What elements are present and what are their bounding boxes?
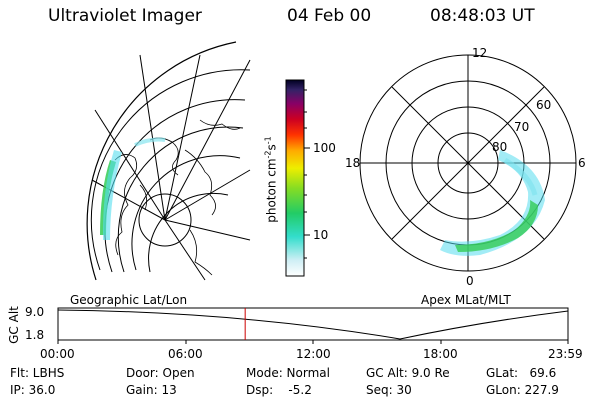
status-gain: Gain: 13	[126, 383, 177, 397]
altitude-plot	[57, 307, 569, 344]
colorbar-tick-10: 10	[313, 228, 329, 242]
mlat-label-60: 60	[536, 98, 552, 112]
mlt-label-0: 0	[466, 274, 474, 288]
mlt-panel-label: Apex MLat/MLT	[421, 293, 511, 307]
status-seq: Seq: 30	[366, 383, 412, 397]
status-mode: Mode: Normal	[246, 366, 330, 380]
x-tick-0000: 00:00	[40, 347, 75, 361]
status-glat: GLat: 69.6	[486, 366, 557, 380]
status-glon: GLon: 227.9	[486, 383, 559, 397]
status-flt: Flt: LBHS	[10, 366, 65, 380]
unit-s: s	[264, 144, 279, 151]
time-label: 08:48:03 UT	[430, 6, 535, 26]
mlt-label-18: 18	[345, 156, 361, 170]
mlt-label-6: 6	[578, 156, 586, 170]
x-tick-2359: 23:59	[548, 347, 583, 361]
status-ip: IP: 36.0	[10, 383, 56, 397]
x-tick-0600: 06:00	[168, 347, 203, 361]
colorbar-unit-label: photon cm-2s-1	[264, 105, 279, 255]
instrument-title: Ultraviolet Imager	[48, 6, 202, 26]
x-tick-1800: 18:00	[423, 347, 458, 361]
colorbar-tick-100: 100	[313, 141, 336, 155]
geo-panel-label: Geographic Lat/Lon	[70, 293, 188, 307]
mlat-label-70: 70	[514, 120, 530, 134]
geographic-map	[86, 41, 251, 281]
date-label: 04 Feb 00	[287, 6, 372, 26]
geo-aurora	[100, 137, 166, 240]
x-tick-1200: 12:00	[296, 347, 331, 361]
status-gc-alt: GC Alt: 9.0 Re	[366, 366, 450, 380]
mlt-polar-plot	[359, 54, 577, 272]
altitude-y-top: 9.0	[25, 305, 45, 319]
mlt-label-12: 12	[472, 46, 488, 60]
status-dsp: Dsp: -5.2	[246, 383, 312, 397]
colorbar	[285, 79, 310, 277]
altitude-axis-label: GC Alt	[7, 306, 21, 344]
mlat-label-80: 80	[492, 140, 508, 154]
mlt-aurora	[440, 150, 545, 256]
unit-photon-cm: photon cm	[264, 158, 279, 223]
altitude-y-bottom: 1.8	[25, 328, 45, 342]
unit-exp2: -1	[263, 136, 273, 145]
unit-exp1: -2	[263, 150, 273, 159]
status-door: Door: Open	[126, 366, 195, 380]
